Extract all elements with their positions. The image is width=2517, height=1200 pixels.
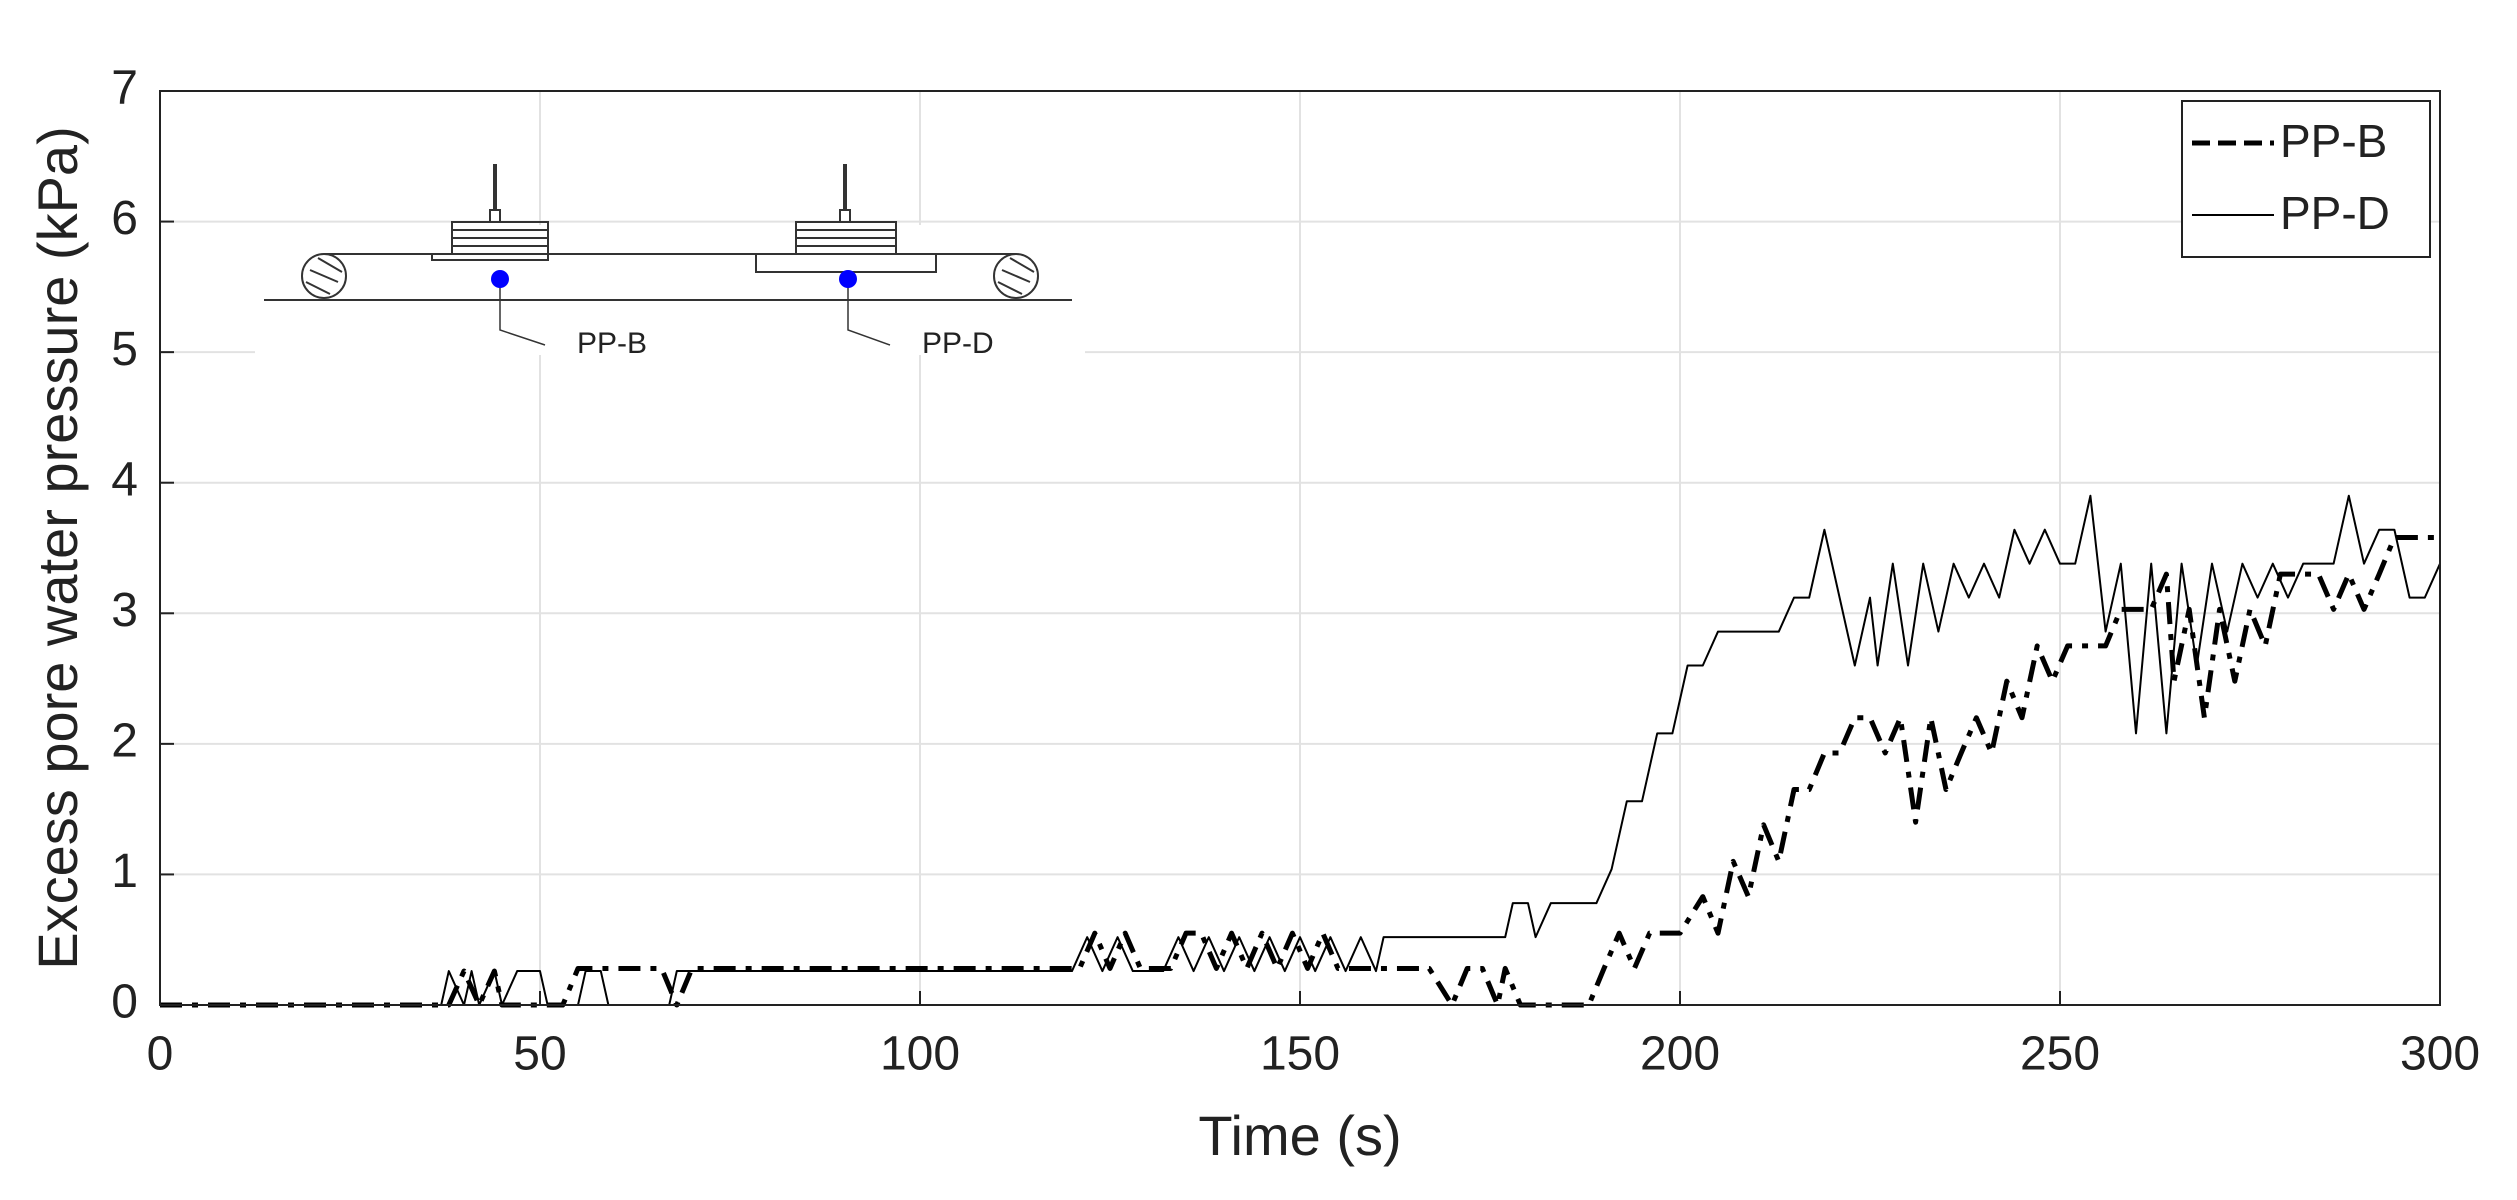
inset-label: PP-D bbox=[922, 327, 994, 360]
y-tick-label: 0 bbox=[111, 976, 138, 1029]
y-tick-label: 4 bbox=[111, 453, 138, 506]
inset-schematic bbox=[255, 164, 1085, 355]
lines bbox=[160, 494, 2441, 1008]
legend-label: PP-B bbox=[2280, 115, 2387, 167]
legend: PP-B PP-D bbox=[2181, 100, 2431, 258]
y-tick-label: 7 bbox=[111, 62, 138, 115]
x-tick-label: 150 bbox=[1260, 1028, 1340, 1081]
y-tick-label: 3 bbox=[111, 584, 138, 637]
plot-frame bbox=[159, 90, 2441, 1006]
x-tick-label: 50 bbox=[513, 1028, 566, 1081]
x-axis-label: Time (s) bbox=[1198, 1104, 1401, 1167]
y-axis-label: Excess pore water pressure (kPa) bbox=[26, 126, 89, 969]
data-line bbox=[160, 494, 2441, 1006]
x-tick-label: 200 bbox=[1640, 1028, 1720, 1081]
legend-label: PP-D bbox=[2280, 187, 2390, 239]
y-tick-label: 2 bbox=[111, 715, 138, 768]
x-tick-label: 250 bbox=[2020, 1028, 2100, 1081]
x-tick-label: 300 bbox=[2400, 1028, 2480, 1081]
y-tick-label: 1 bbox=[111, 845, 138, 898]
x-tick-label: 0 bbox=[147, 1028, 174, 1081]
y-tick-label: 5 bbox=[111, 323, 138, 376]
inset-label: PP-B bbox=[577, 327, 647, 360]
legend-box bbox=[2181, 100, 2431, 258]
y-tick-label: 6 bbox=[111, 192, 138, 245]
x-tick-label: 100 bbox=[880, 1028, 960, 1081]
